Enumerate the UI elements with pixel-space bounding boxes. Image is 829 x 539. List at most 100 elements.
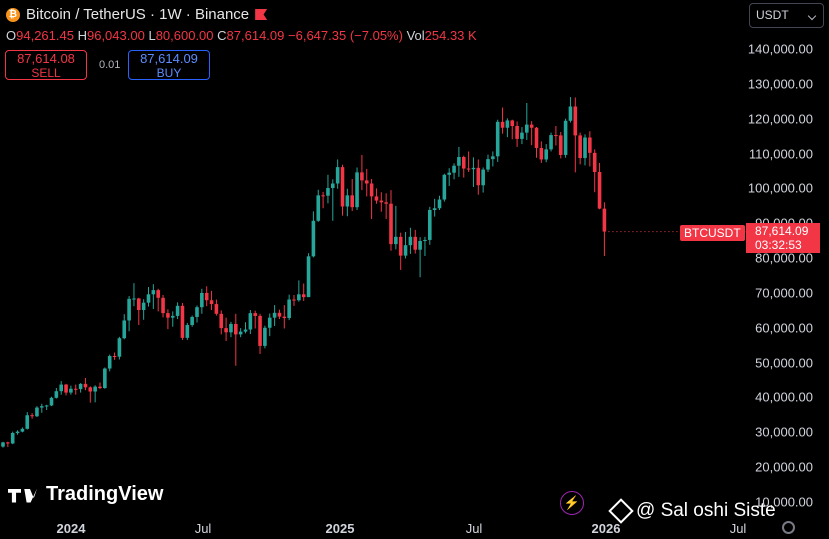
- candle: [44, 404, 49, 411]
- candle: [180, 303, 185, 340]
- candle: [423, 236, 427, 256]
- candle-body: [360, 172, 364, 181]
- candle-body: [243, 329, 248, 332]
- watermark-text: @ Sal oshi Siste: [636, 500, 776, 521]
- candle: [175, 302, 180, 320]
- candle: [238, 328, 243, 338]
- candle-body: [292, 299, 296, 301]
- high-label: H: [77, 28, 87, 43]
- candle: [544, 144, 548, 163]
- close-label: C: [217, 28, 227, 43]
- candle-body: [355, 172, 359, 208]
- candle-body: [597, 172, 602, 209]
- time-axis-label: 2024: [56, 521, 86, 536]
- candle: [539, 141, 544, 163]
- settings-gear-icon[interactable]: [782, 521, 795, 534]
- candle: [98, 382, 102, 390]
- candle-body: [122, 320, 127, 339]
- sell-button[interactable]: 87,614.08 SELL: [5, 50, 87, 80]
- candle-body: [413, 236, 418, 250]
- candle: [107, 354, 112, 372]
- price-axis-label: 30,000.00: [755, 424, 813, 440]
- binance-diamond-icon: [608, 498, 634, 524]
- candle-body: [588, 137, 592, 153]
- candle-body: [403, 245, 408, 256]
- candle: [146, 286, 151, 307]
- price-axis-label: 20,000.00: [755, 459, 813, 475]
- candle-body: [156, 290, 160, 298]
- candle-body: [374, 196, 379, 201]
- price-axis-label: 100,000.00: [747, 180, 813, 196]
- candle: [229, 321, 233, 338]
- lightning-icon[interactable]: ⚡: [560, 491, 584, 515]
- bar-countdown: 03:32:53: [755, 238, 802, 252]
- candle: [520, 127, 524, 145]
- candle-body: [272, 312, 277, 318]
- candle-body: [180, 305, 185, 338]
- candle-body: [151, 290, 156, 295]
- candle: [597, 162, 602, 210]
- candle: [234, 313, 238, 366]
- candle-body: [64, 384, 68, 393]
- candle: [525, 103, 529, 140]
- candle: [457, 146, 461, 177]
- price-axis-label: 70,000.00: [755, 285, 813, 301]
- candle: [495, 119, 500, 162]
- candle-body: [525, 124, 529, 133]
- candle-body: [457, 157, 461, 166]
- symbol-header[interactable]: ₿ Bitcoin / TetherUS · 1W · Binance: [6, 6, 268, 23]
- candle-body: [563, 120, 568, 155]
- buy-button[interactable]: 87,614.09 BUY: [128, 50, 210, 80]
- candle-body: [25, 415, 30, 429]
- price-axis-label: 10,000.00: [755, 494, 813, 510]
- candle: [156, 288, 160, 312]
- candle-body: [408, 236, 413, 246]
- candle-body: [442, 174, 447, 200]
- candle: [93, 385, 97, 403]
- time-axis-label: Jul: [465, 521, 483, 536]
- candle-body: [432, 208, 437, 210]
- candle: [573, 97, 578, 173]
- candle: [287, 294, 291, 321]
- candle-body: [481, 169, 485, 186]
- candle-body: [170, 315, 175, 318]
- candle-body: [49, 397, 54, 406]
- candle-body: [326, 188, 330, 196]
- candle-body: [297, 294, 301, 301]
- symbol-tag: BTCUSDT: [680, 225, 745, 241]
- candle: [209, 290, 214, 310]
- candle: [243, 322, 248, 334]
- price-axis-label: 110,000.00: [748, 146, 813, 162]
- candle-body: [418, 241, 422, 250]
- spread-value: 0.01: [99, 59, 121, 71]
- candle: [20, 427, 25, 433]
- candle-body: [35, 407, 39, 417]
- candle: [486, 154, 490, 173]
- candle: [117, 336, 122, 360]
- candle-body: [107, 355, 112, 369]
- candle-body: [44, 405, 49, 407]
- candle-body: [287, 299, 291, 319]
- candle: [568, 97, 573, 123]
- candle-body: [306, 256, 311, 298]
- currency-select[interactable]: USDT: [749, 3, 824, 28]
- low-label: L: [148, 28, 156, 43]
- candle: [301, 283, 306, 301]
- ohlc-legend: O94,261.45 H96,043.00 L80,600.00 C87,614…: [6, 28, 477, 43]
- flag-icon[interactable]: [255, 9, 268, 20]
- candle-body: [238, 331, 243, 335]
- time-axis-label: Jul: [194, 521, 212, 536]
- candle: [321, 191, 325, 209]
- candle-body: [282, 316, 287, 319]
- candle-body: [258, 315, 262, 346]
- candle-body: [568, 106, 573, 121]
- time-axis-label: 2025: [325, 521, 355, 536]
- candle-body: [345, 195, 350, 207]
- candle: [258, 313, 262, 354]
- candle-body: [137, 298, 141, 310]
- candle: [272, 305, 277, 327]
- candle: [549, 132, 553, 152]
- tradingview-logo[interactable]: TradingView: [8, 483, 163, 506]
- price-axis-label: 40,000.00: [755, 389, 813, 405]
